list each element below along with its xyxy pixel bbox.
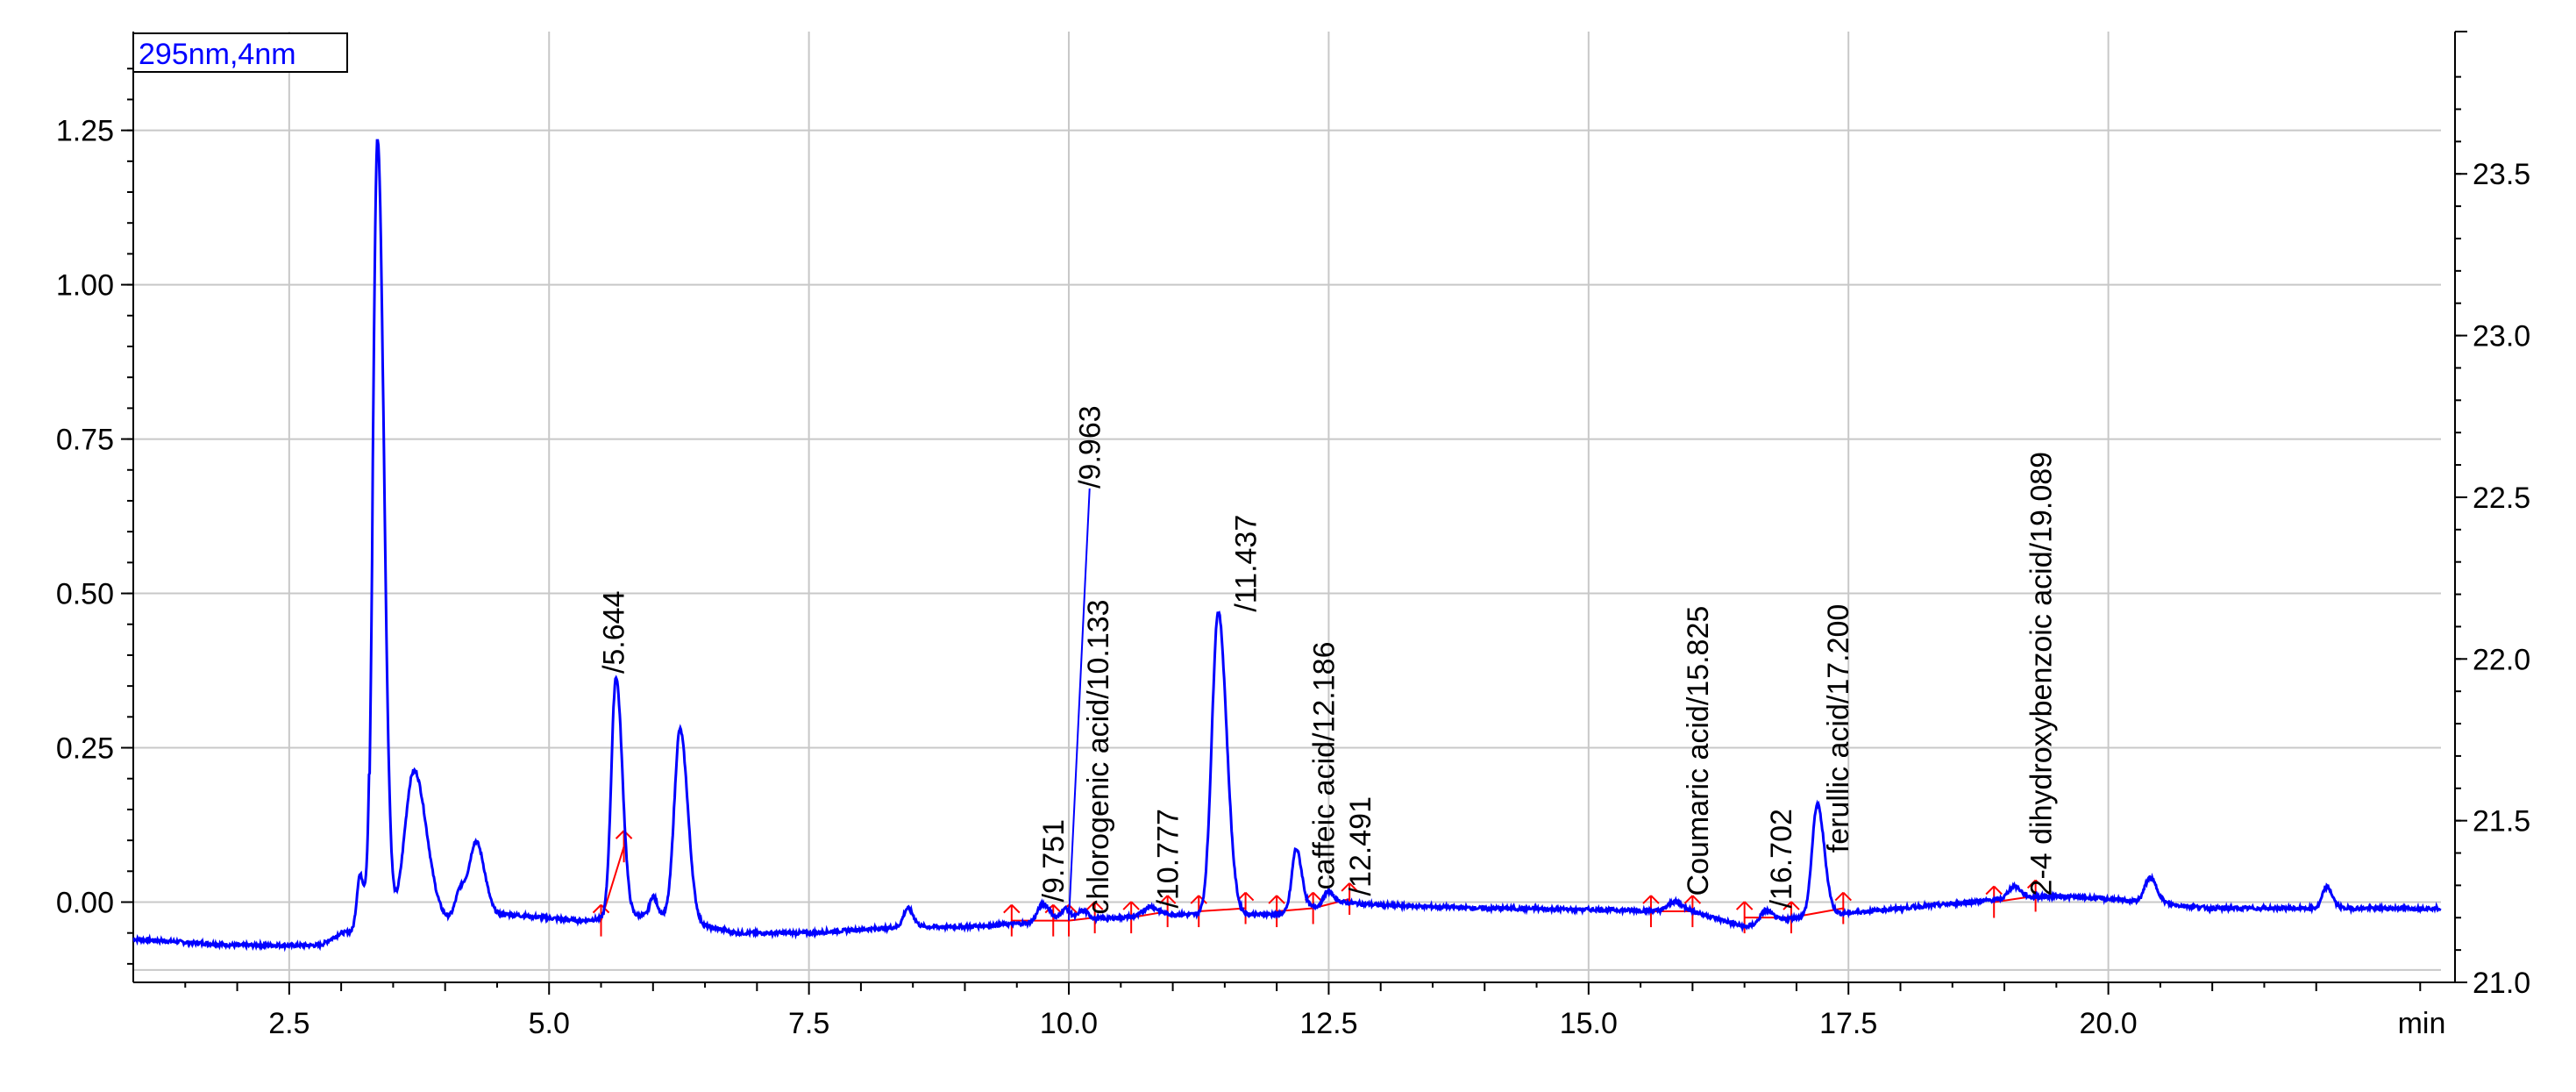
marker-arm-right bbox=[1011, 903, 1021, 914]
x-tick-label: 20.0 bbox=[2080, 1007, 2138, 1040]
y2-tick-label: 22.0 bbox=[2473, 643, 2530, 676]
marker-arm-right bbox=[1348, 882, 1358, 892]
integration-marker bbox=[1341, 882, 1358, 915]
y-tick-label: 1.25 bbox=[56, 115, 114, 148]
marker-arm-left bbox=[1085, 901, 1096, 910]
peak-label: /16.702 bbox=[1765, 809, 1798, 908]
detector-label-frame bbox=[132, 32, 348, 73]
detector-label-box: 295nm,4nm bbox=[132, 32, 348, 73]
peak-label: chlorogenic acid/10.133 bbox=[1082, 599, 1115, 914]
x-tick-label: 17.5 bbox=[1819, 1007, 1877, 1040]
marker-arm-right bbox=[1244, 891, 1255, 902]
y-tick-label: 0.75 bbox=[56, 424, 114, 457]
x-tick-label: 12.5 bbox=[1299, 1007, 1357, 1040]
marker-arm-right bbox=[1691, 895, 1702, 904]
trace-layer bbox=[132, 139, 2442, 953]
marker-arm-right bbox=[1312, 891, 1322, 902]
marker-arm-left bbox=[1122, 901, 1132, 910]
chromatogram-trace bbox=[132, 139, 2442, 953]
y2-tick-label: 23.5 bbox=[2473, 158, 2530, 191]
marker-arm-right bbox=[1130, 901, 1140, 910]
axes: 2.5 5.0 7.5 10.0 12.5 15.0 17.5 20.0 0.00 0.25 0.5… bbox=[56, 31, 2530, 1040]
x-tick-label: 15.0 bbox=[1560, 1007, 1618, 1040]
marker-arm-left bbox=[2026, 879, 2037, 889]
y2-tick-label: 21.0 bbox=[2473, 967, 2530, 1000]
marker-arm-left bbox=[1834, 891, 1844, 902]
marker-arm-right bbox=[1993, 885, 2003, 896]
marker-arm-left bbox=[1683, 895, 1694, 904]
peak-leader-line bbox=[1068, 488, 1091, 921]
x-tick-label: 2.5 bbox=[268, 1007, 310, 1040]
peak-label: ferullic acid/17.200 bbox=[1822, 604, 1855, 853]
y-tick-label: 1.00 bbox=[56, 269, 114, 303]
marker-arm-left bbox=[1268, 895, 1277, 904]
marker-arm-left bbox=[1158, 895, 1169, 904]
integration-marker bbox=[1834, 891, 1852, 924]
marker-arm-left bbox=[1341, 882, 1350, 892]
y2-tick-label: 23.0 bbox=[2473, 320, 2530, 353]
y2-tick-label: 21.5 bbox=[2473, 805, 2530, 839]
x-tick-label: 5.0 bbox=[529, 1007, 570, 1040]
marker-arm-right bbox=[1166, 895, 1177, 904]
x-tick-label: 7.5 bbox=[788, 1007, 829, 1040]
peak-labels: /5.644/9.751/9.963 chlorogenic acid/10.13… bbox=[598, 405, 2058, 921]
marker-arm-right bbox=[1790, 901, 1800, 910]
marker-arm-right bbox=[1743, 901, 1754, 910]
y2-tick-label: 22.5 bbox=[2473, 482, 2530, 515]
integration-marker bbox=[1003, 903, 1021, 937]
marker-arm-right bbox=[1650, 895, 1660, 904]
detector-label: 295nm,4nm bbox=[139, 38, 296, 71]
peak-label: 2-4 dihydroxybenzoic acid/19.089 bbox=[2025, 452, 2058, 896]
peak-label: /5.644 bbox=[598, 591, 631, 674]
marker-arm-left bbox=[1985, 885, 1995, 896]
grid-lines bbox=[133, 32, 2441, 982]
x-unit-label: min bbox=[2398, 1007, 2446, 1040]
peak-label: /9.963 bbox=[1074, 405, 1107, 489]
peak-label: Coumaric acid/15.825 bbox=[1682, 606, 1715, 896]
peak-label: /10.777 bbox=[1152, 809, 1185, 908]
marker-arm-right bbox=[1276, 895, 1285, 904]
marker-arm-left bbox=[1735, 901, 1746, 910]
peak-label: /12.491 bbox=[1344, 796, 1377, 896]
marker-arm-left bbox=[1642, 895, 1652, 904]
peak-label: /11.437 bbox=[1229, 515, 1263, 612]
peak-label: /9.751 bbox=[1037, 819, 1071, 903]
y-tick-label: 0.25 bbox=[56, 732, 114, 766]
marker-arm-left bbox=[592, 903, 602, 914]
y-tick-label: 0.50 bbox=[56, 578, 114, 611]
marker-arm-right bbox=[2034, 879, 2045, 889]
marker-arm-left bbox=[1003, 903, 1013, 914]
y-tick-label: 0.00 bbox=[56, 886, 114, 919]
marker-arm-left bbox=[1783, 901, 1792, 910]
marker-arm-left bbox=[615, 830, 625, 839]
x-tick-label: 10.0 bbox=[1040, 1007, 1098, 1040]
marker-arm-right bbox=[1842, 891, 1852, 902]
marker-arm-right bbox=[1093, 901, 1104, 910]
integration-baseline bbox=[1199, 907, 1246, 913]
marker-arm-left bbox=[1190, 895, 1199, 904]
peak-label: caffeic acid/12.186 bbox=[1307, 641, 1341, 889]
